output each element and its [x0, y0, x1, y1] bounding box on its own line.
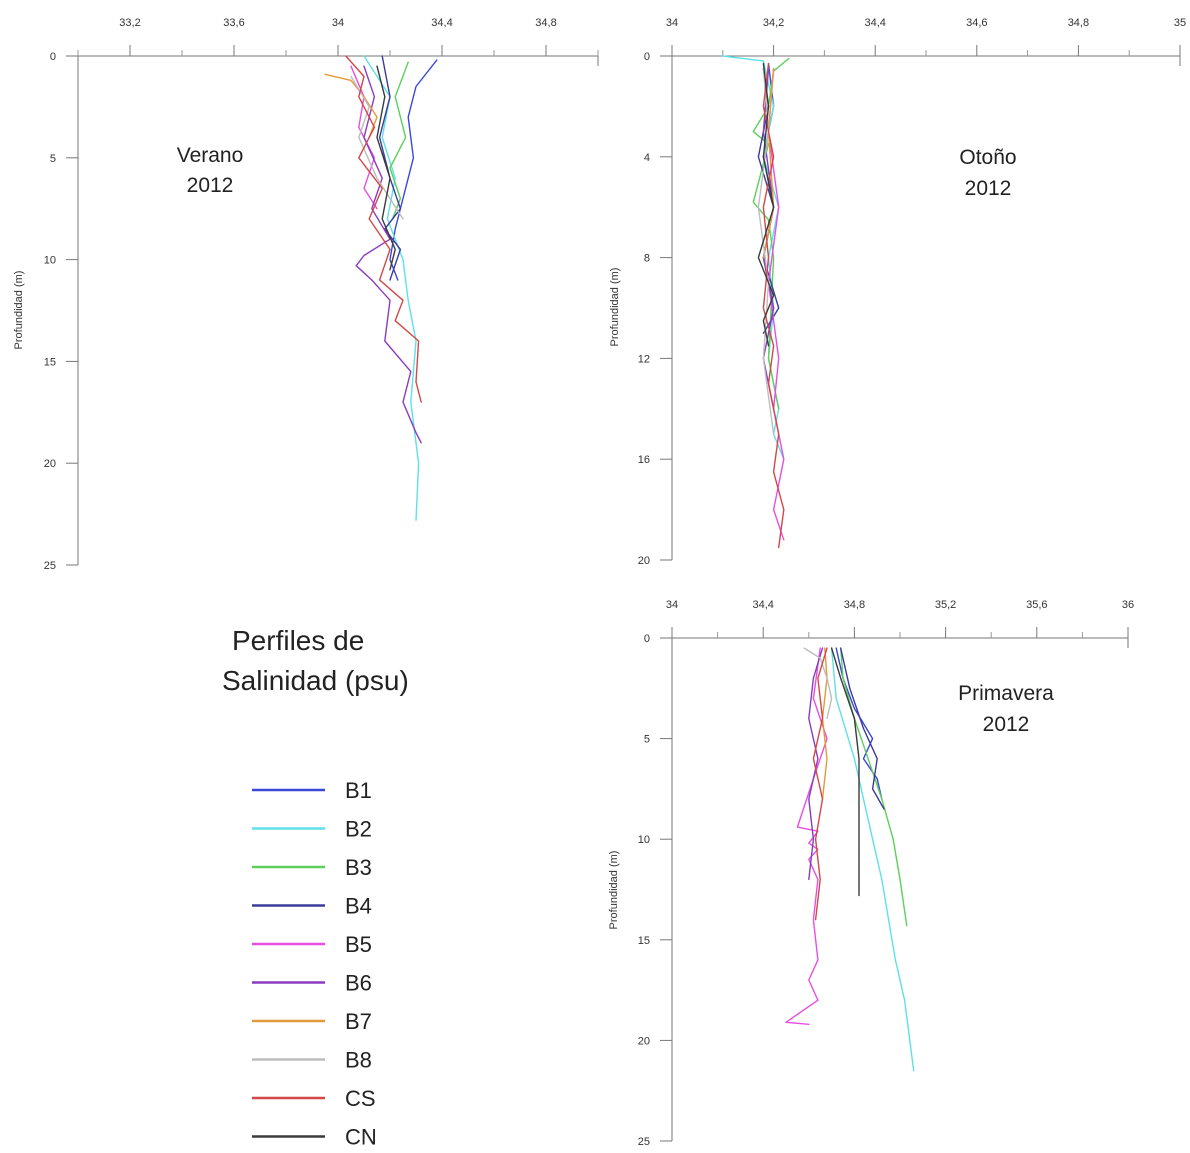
series-cs: [812, 647, 828, 921]
x-tick-label: 34,2: [763, 17, 784, 29]
y-tick-label: 10: [44, 255, 56, 267]
x-tick-label: 33,2: [119, 17, 140, 29]
y-axis-title: Profundidad (m): [608, 851, 620, 930]
legend-label-b2: B2: [345, 817, 372, 842]
y-tick-label: 16: [638, 454, 650, 466]
x-tick-label: 34: [332, 17, 344, 29]
y-tick-label: 15: [44, 356, 56, 368]
y-tick-label: 8: [644, 253, 650, 265]
panel-verano: Profundidad (m) Verano 2012 33,2 33,6 34 34…: [13, 17, 599, 572]
legend-label-b4: B4: [345, 894, 372, 919]
x-tick-label: 34,4: [431, 17, 452, 29]
series-b3: [840, 647, 908, 927]
series-cn: [757, 62, 775, 347]
legend: B1 B2 B3 B4 B5 B6 B7 B8 CS CN: [252, 778, 377, 1150]
panel-label-line1: Primavera: [958, 682, 1054, 705]
panel-otono: Profundidad (m) Otoño 2012 34 34,2 34,4 34,…: [609, 17, 1186, 567]
x-tick-label: 34,4: [864, 17, 885, 29]
series-b4: [840, 647, 885, 810]
series-cs: [345, 55, 422, 403]
y-tick-label: 5: [50, 153, 56, 165]
series-b3: [389, 61, 409, 220]
legend-label-b3: B3: [345, 855, 372, 880]
x-tick-label: 34,8: [1068, 17, 1089, 29]
series-b2: [830, 647, 915, 1072]
panel-label-line1: Verano: [177, 144, 244, 167]
series-cn: [830, 647, 860, 897]
y-tick-label: 0: [50, 51, 56, 63]
y-tick-label: 20: [638, 1035, 650, 1047]
panel-primavera: Profundidad (m) Primavera 2012 34 34,4 34,…: [608, 599, 1134, 1148]
legend-label-b1: B1: [345, 778, 372, 803]
legend-label-b8: B8: [345, 1048, 372, 1073]
x-tick-label: 35,2: [935, 599, 956, 611]
series-cs: [762, 62, 785, 549]
figure-title-line2: Salinidad (psu): [222, 665, 409, 696]
panel-label-line1: Otoño: [959, 146, 1016, 169]
y-tick-label: 10: [638, 834, 650, 846]
y-axis-title: Profundidad (m): [13, 271, 25, 350]
legend-label-cn: CN: [345, 1125, 377, 1150]
y-tick-label: 25: [44, 560, 56, 572]
x-tick-label: 34: [666, 599, 678, 611]
y-tick-label: 12: [638, 353, 650, 365]
series-b8: [350, 75, 404, 220]
x-tick-label: 34,8: [535, 17, 556, 29]
series-b7: [324, 73, 378, 139]
y-tick-label: 25: [638, 1136, 650, 1148]
x-tick-label: 36: [1122, 599, 1134, 611]
series-b6: [355, 65, 422, 444]
series-b4: [378, 55, 402, 281]
y-tick-label: 15: [638, 935, 650, 947]
series-cn: [376, 65, 396, 271]
panel-label-line2: 2012: [187, 174, 234, 197]
series-b6: [808, 647, 824, 881]
legend-label-cs: CS: [345, 1086, 376, 1111]
panel-label-line2: 2012: [983, 713, 1030, 736]
panel-label-line2: 2012: [965, 177, 1012, 200]
series-b3: [752, 57, 790, 410]
series-b5: [767, 67, 785, 541]
y-tick-label: 0: [644, 633, 650, 645]
series-b8: [803, 647, 833, 720]
series-b2: [363, 55, 420, 521]
x-tick-label: 35: [1174, 17, 1186, 29]
x-tick-label: 34: [666, 17, 678, 29]
x-tick-label: 33,6: [223, 17, 244, 29]
legend-label-b5: B5: [345, 932, 372, 957]
y-tick-label: 20: [638, 555, 650, 567]
legend-label-b6: B6: [345, 971, 372, 996]
y-tick-label: 20: [44, 458, 56, 470]
y-tick-label: 0: [644, 51, 650, 63]
x-tick-label: 34,6: [966, 17, 987, 29]
series-b1: [389, 59, 438, 281]
x-tick-label: 35,6: [1026, 599, 1047, 611]
figure-title-line1: Perfiles de: [232, 625, 364, 656]
legend-label-b7: B7: [345, 1009, 372, 1034]
y-tick-label: 5: [644, 734, 650, 746]
y-tick-label: 4: [644, 152, 650, 164]
x-tick-label: 34,8: [844, 599, 865, 611]
x-tick-label: 34,4: [752, 599, 773, 611]
series-b5: [785, 647, 828, 1026]
y-axis-title: Profundidad (m): [609, 268, 621, 347]
